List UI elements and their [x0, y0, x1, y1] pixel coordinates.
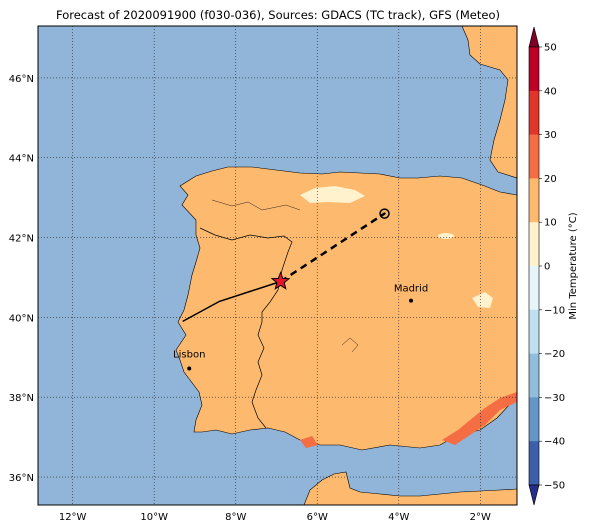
- cyclone-forecast-track: [279, 212, 386, 283]
- longitude-tick-label: 2°W: [470, 512, 491, 523]
- colorbar-segment: [529, 222, 539, 267]
- latitude-tick-label: 40°N: [9, 313, 34, 324]
- colorbar-tick-label: −40: [544, 437, 565, 448]
- latitude-tick-label: 42°N: [9, 234, 34, 245]
- colorbar-label: Min Temperature (°C): [568, 212, 579, 319]
- figure-title: Forecast of 2020091900 (f030-036), Sourc…: [56, 8, 500, 22]
- france-land: [461, 26, 517, 179]
- latitude-tick-label: 36°N: [9, 473, 34, 484]
- region-border-1: [211, 199, 301, 211]
- colorbar-tick-label: −30: [544, 393, 565, 404]
- colorbar-tick-label: 40: [544, 86, 557, 97]
- warm-zone-southeast-coast: [442, 392, 517, 445]
- latitude-tick-label: 38°N: [9, 393, 34, 404]
- portugal-spain-border: [199, 227, 293, 429]
- graticule: [38, 26, 517, 505]
- temperature-colorbar: 50 40 30 20 10 0 −10 −20 −30 −40 −50: [528, 26, 565, 506]
- map-panel: Madrid Lisbon: [38, 26, 517, 505]
- cool-zone-small: [438, 233, 454, 239]
- forecast-position-marker: [379, 208, 390, 219]
- colorbar-tick-label: 50: [544, 43, 557, 54]
- longitude-tick-label: 10°W: [140, 512, 168, 523]
- latitude-tick-label: 44°N: [9, 154, 34, 165]
- longitude-tick-label: 8°W: [225, 512, 246, 523]
- longitude-tick-label: 6°W: [307, 512, 328, 523]
- colorbar-segment: [529, 397, 539, 442]
- north-africa-land: [303, 471, 517, 505]
- longitude-tick-label: 4°W: [388, 512, 409, 523]
- colorbar-tick-label: −50: [544, 481, 565, 492]
- region-border-2: [341, 337, 359, 353]
- colorbar-tick-label: 10: [544, 218, 557, 229]
- cool-zone-central: [472, 292, 493, 308]
- longitude-tick-label: 12°W: [59, 512, 87, 523]
- colorbar-segment: [529, 266, 539, 311]
- madrid-marker: [409, 298, 414, 303]
- colorbar-segment: [529, 178, 539, 223]
- colorbar-segment: [529, 441, 539, 486]
- warm-zone-gibraltar: [300, 436, 318, 448]
- colorbar-tick-label: 20: [544, 174, 557, 185]
- colorbar-segment: [529, 309, 539, 354]
- iberian-peninsula-land: [175, 166, 517, 451]
- map-frame: [37, 25, 518, 506]
- madrid-label: Madrid: [394, 284, 428, 295]
- cool-zone-cantabrian: [300, 186, 365, 203]
- colorbar-extend-bottom: [528, 484, 540, 506]
- longitude-tick-labels: 12°W 10°W 8°W 6°W 4°W 2°W: [59, 512, 491, 523]
- colorbar-extend-top: [528, 26, 540, 48]
- current-position-star-icon: [270, 271, 291, 290]
- colorbar-segment: [529, 134, 539, 179]
- forecast-position-dot: [383, 212, 386, 215]
- lisbon-marker: [187, 366, 192, 371]
- colorbar-segment: [529, 353, 539, 398]
- colorbar-segment: [529, 90, 539, 135]
- colorbar-tick-label: 30: [544, 130, 557, 141]
- latitude-tick-label: 46°N: [9, 74, 34, 85]
- colorbar-segment: [529, 47, 539, 92]
- latitude-tick-labels: 36°N 38°N 40°N 42°N 44°N 46°N: [9, 74, 34, 484]
- colorbar-tick-label: −10: [544, 305, 565, 316]
- cyclone-observed-track: [182, 280, 281, 323]
- colorbar-tick-label: 0: [544, 262, 550, 273]
- lisbon-label: Lisbon: [173, 349, 205, 360]
- colorbar-tick-label: −20: [544, 349, 565, 360]
